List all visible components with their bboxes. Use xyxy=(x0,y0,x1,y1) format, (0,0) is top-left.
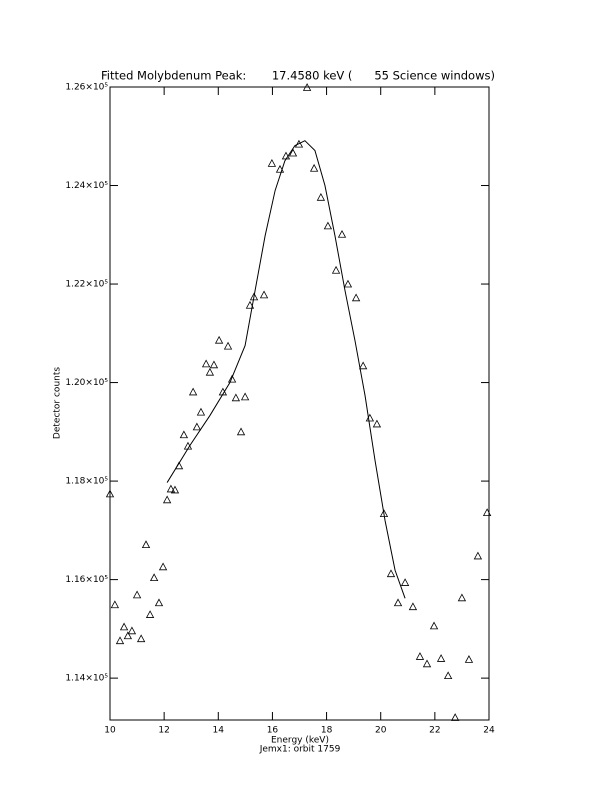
data-point xyxy=(408,602,418,611)
data-point xyxy=(119,622,129,631)
y-axis-label: Detector counts xyxy=(53,367,63,439)
data-point xyxy=(240,392,250,401)
x-tick-label: 16 xyxy=(267,726,279,736)
data-point xyxy=(337,229,347,238)
data-point xyxy=(141,540,151,549)
data-point xyxy=(294,139,304,148)
data-point xyxy=(302,83,312,91)
data-point xyxy=(422,659,432,668)
data-point xyxy=(343,279,353,288)
x-tick-label: 20 xyxy=(375,726,387,736)
data-point xyxy=(136,634,146,643)
data-point xyxy=(436,654,446,662)
data-point xyxy=(188,387,198,396)
data-point xyxy=(123,631,133,640)
data-point xyxy=(205,367,215,376)
x-tick-label: 14 xyxy=(213,726,225,736)
data-point xyxy=(158,562,168,571)
y-tick-label: 1.26×10⁵ xyxy=(65,83,108,93)
data-point xyxy=(482,508,492,517)
data-point xyxy=(415,652,425,660)
data-point xyxy=(166,484,176,493)
data-point xyxy=(372,419,382,428)
data-point xyxy=(331,265,341,274)
data-point xyxy=(259,290,269,299)
data-point xyxy=(464,655,474,663)
data-point xyxy=(209,360,219,369)
x-tick-label: 10 xyxy=(104,726,116,736)
data-point xyxy=(443,671,453,680)
data-point xyxy=(429,621,439,630)
data-point xyxy=(323,221,333,230)
data-point xyxy=(115,636,125,645)
subtitle: Jemx1: orbit 1759 xyxy=(259,745,341,755)
plot-frame xyxy=(109,86,490,721)
y-tick-label: 1.18×10⁵ xyxy=(65,477,108,487)
fit-line xyxy=(166,140,406,599)
data-point xyxy=(192,422,202,431)
x-axis-label: Energy (keV) xyxy=(271,736,329,746)
data-point xyxy=(132,590,142,599)
x-tick-label: 18 xyxy=(321,726,333,736)
data-point xyxy=(249,292,259,301)
data-point xyxy=(267,159,277,167)
data-point xyxy=(386,569,396,578)
x-tick-label: 24 xyxy=(483,726,495,736)
data-point xyxy=(179,430,189,439)
y-tick-label: 1.22×10⁵ xyxy=(65,280,108,290)
y-tick-label: 1.24×10⁵ xyxy=(65,181,108,191)
data-point xyxy=(214,335,224,344)
data-point xyxy=(473,551,483,560)
data-point xyxy=(309,163,319,172)
data-point xyxy=(316,192,326,201)
data-point xyxy=(149,573,159,582)
data-point xyxy=(196,407,206,416)
y-tick-label: 1.16×10⁵ xyxy=(65,575,108,585)
data-point xyxy=(365,413,375,422)
x-tick-label: 12 xyxy=(158,726,169,736)
data-point xyxy=(245,300,255,309)
data-point xyxy=(236,427,246,436)
data-point xyxy=(457,593,467,602)
data-point xyxy=(145,610,155,618)
y-tick-label: 1.14×10⁵ xyxy=(65,674,108,684)
y-tick-label: 1.20×10⁵ xyxy=(65,378,108,388)
data-point xyxy=(110,600,120,609)
data-point xyxy=(105,489,115,498)
data-point xyxy=(400,578,410,586)
data-point xyxy=(231,393,241,402)
data-point xyxy=(358,361,368,370)
data-point xyxy=(351,293,361,302)
data-point xyxy=(154,598,164,607)
x-tick-label: 22 xyxy=(429,726,440,736)
data-point xyxy=(162,495,172,504)
data-point xyxy=(170,485,180,494)
data-point xyxy=(223,341,233,350)
data-point xyxy=(450,713,460,721)
data-point xyxy=(393,598,403,607)
data-point xyxy=(288,148,298,157)
data-point xyxy=(227,374,237,383)
data-point xyxy=(127,626,137,635)
chart-title: Fitted Molybdenum Peak: 17.4580 keV ( 55… xyxy=(101,69,495,83)
data-point xyxy=(201,359,211,368)
